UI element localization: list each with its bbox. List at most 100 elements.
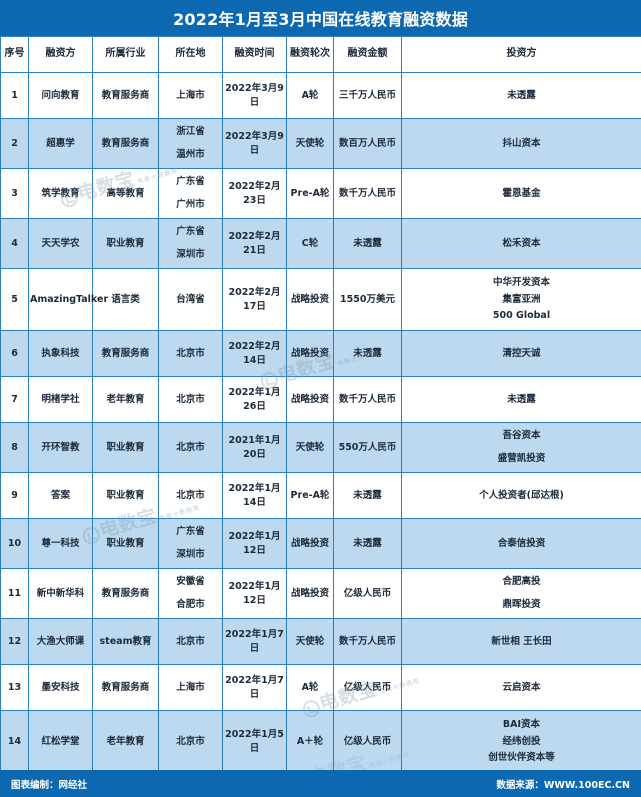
table-row[interactable]: 1 问向教育 教育服务商 上海市 2022年3月9日 A轮 三千万人民币 未透露 [0,72,641,119]
cell-index: 7 [0,376,29,423]
cell-round: A轮 [286,72,334,119]
cell-location: 浙江省 温州市 [158,118,223,169]
cell-company: 天天学农 [28,218,93,269]
column-header-industry: 所属行业 [92,36,159,73]
table-row[interactable]: 12 大渔大师课 steam教育 北京市 2022年1月7日 天使轮 数千万人民币 新世相 王… [0,618,641,665]
cell-date: 2021年1月20日 [222,422,287,473]
cell-date: 2022年1月5日 [222,710,287,773]
cell-location: 广东省 广州市 [158,168,223,219]
table-row[interactable]: 9 答案 职业教育 北京市 2022年1月14日 Pre-A轮 未透露 个人投资者(邱达根) [0,472,641,519]
cell-industry: 教育服务商 [92,118,159,169]
cell-investors: 新世相 王长田 [401,618,641,665]
column-header-round: 融资轮次 [286,36,334,73]
cell-amount: 未透露 [333,218,402,269]
cell-investors: 松禾资本 [401,218,641,269]
table-row[interactable]: 7 明楮学社 老年教育 北京市 2022年1月26日 战略投资 数千万人民币 未透露 [0,376,641,423]
cell-company: 新中新华科 [28,568,93,619]
cell-amount: 三千万人民币 [333,72,402,119]
cell-index: 5 [0,268,29,331]
cell-amount: 数千万人民币 [333,618,402,665]
cell-amount: 数百万人民币 [333,118,402,169]
cell-industry: 职业教育 [92,422,159,473]
cell-round: Pre-A轮 [286,472,334,519]
financing-data-table: 序号 融资方 所属行业 所在地 融资时间 融资轮次 融资金额 投资方 1 问向教育… [0,36,641,773]
cell-round: 天使轮 [286,618,334,665]
cell-round: C轮 [286,218,334,269]
table-row[interactable]: 4 天天学农 职业教育 广东省 深圳市 2022年2月21日 C轮 未透露 松禾资本 [0,218,641,269]
table-header-row: 序号 融资方 所属行业 所在地 融资时间 融资轮次 融资金额 投资方 [0,36,641,73]
table-body: 1 问向教育 教育服务商 上海市 2022年3月9日 A轮 三千万人民币 未透露 2 超惠学 教育服… [0,72,641,773]
cell-company: 开环智教 [28,422,93,473]
cell-amount: 数千万人民币 [333,376,402,423]
cell-round: Pre-A轮 [286,168,334,219]
column-header-amount: 融资金额 [333,36,402,73]
cell-index: 2 [0,118,29,169]
cell-investors: 霍恩基金 [401,168,641,219]
cell-round: 战略投资 [286,330,334,377]
cell-amount: 亿级人民币 [333,568,402,619]
cell-round: A轮 [286,664,334,711]
page-title: 2022年1月至3月中国在线教育融资数据 [173,10,468,29]
cell-index: 1 [0,72,29,119]
table-row[interactable]: 2 超惠学 教育服务商 浙江省 温州市 2022年3月9日 天使轮 数百万人民币 抖山资本 [0,118,641,169]
cell-amount: 亿级人民币 [333,710,402,773]
cell-company: 问向教育 [28,72,93,119]
cell-location: 广东省 深圳市 [158,518,223,569]
cell-index: 12 [0,618,29,665]
cell-investors: 合泰信投资 [401,518,641,569]
column-header-date: 融资时间 [222,36,287,73]
cell-location: 台湾省 [158,268,223,331]
cell-location: 北京市 [158,376,223,423]
table-row[interactable]: 6 执象科技 教育服务商 北京市 2022年2月14日 战略投资 未透露 清控天诚 [0,330,641,377]
cell-investors: 个人投资者(邱达根) [401,472,641,519]
cell-investors: 云启资本 [401,664,641,711]
cell-date: 2022年2月23日 [222,168,287,219]
cell-amount: 数千万人民币 [333,168,402,219]
title-bar: 2022年1月至3月中国在线教育融资数据 [0,0,641,36]
cell-industry: 老年教育 [92,710,159,773]
cell-location: 广东省 深圳市 [158,218,223,269]
cell-industry: 老年教育 [92,376,159,423]
cell-index: 8 [0,422,29,473]
cell-date: 2022年1月7日 [222,618,287,665]
cell-round: 战略投资 [286,568,334,619]
cell-company: AmazingTalker [28,268,108,331]
cell-round: 战略投资 [286,376,334,423]
cell-index: 14 [0,710,29,773]
cell-date: 2022年1月26日 [222,376,287,423]
table-row[interactable]: 11 新中新华科 教育服务商 安徽省 合肥市 2022年1月12日 战略投资 亿级人民币 合肥高… [0,568,641,619]
cell-date: 2022年2月21日 [222,218,287,269]
cell-location: 北京市 [158,618,223,665]
cell-industry: 教育服务商 [92,664,159,711]
table-row[interactable]: 10 尊一科技 职业教育 广东省 深圳市 2022年1月12日 战略投资 未透露 合泰信投资 [0,518,641,569]
cell-location: 北京市 [158,330,223,377]
table-row[interactable]: 8 开环智教 职业教育 北京市 2021年1月20日 天使轮 550万人民币 吾谷资本 盛营凯投… [0,422,641,473]
cell-location: 上海市 [158,664,223,711]
cell-index: 4 [0,218,29,269]
cell-company: 筑学教育 [28,168,93,219]
cell-investors: 未透露 [401,72,641,119]
cell-date: 2022年3月9日 [222,72,287,119]
cell-amount: 1550万美元 [333,268,402,331]
table-row[interactable]: 13 墨安科技 教育服务商 上海市 2022年1月7日 A轮 亿级人民币 云启资本 [0,664,641,711]
cell-amount: 未透露 [333,330,402,377]
cell-amount: 550万人民币 [333,422,402,473]
footer-bar: 图表编制：网经社 数据来源：WWW.100EC.CN [0,770,641,797]
table-row[interactable]: 14 红松学堂 老年教育 北京市 2022年1月5日 A＋轮 亿级人民币 BAI资本 经纬创投创… [0,710,641,773]
cell-location: 北京市 [158,472,223,519]
cell-date: 2022年1月7日 [222,664,287,711]
cell-investors: 抖山资本 [401,118,641,169]
cell-date: 2022年2月17日 [222,268,287,331]
cell-investors: 未透露 [401,376,641,423]
cell-industry: 教育服务商 [92,568,159,619]
cell-amount: 亿级人民币 [333,664,402,711]
cell-index: 10 [0,518,29,569]
cell-location: 安徽省 合肥市 [158,568,223,619]
column-header-investors: 投资方 [401,36,641,73]
table-row[interactable]: 5 AmazingTalker 语言类 台湾省 2022年2月17日 战略投资 1550万美… [0,268,641,331]
column-header-company: 融资方 [28,36,93,73]
cell-company: 明楮学社 [28,376,93,423]
cell-industry: 职业教育 [92,472,159,519]
table-row[interactable]: 3 筑学教育 高等教育 广东省 广州市 2022年2月23日 Pre-A轮 数千万人民币 霍恩基… [0,168,641,219]
